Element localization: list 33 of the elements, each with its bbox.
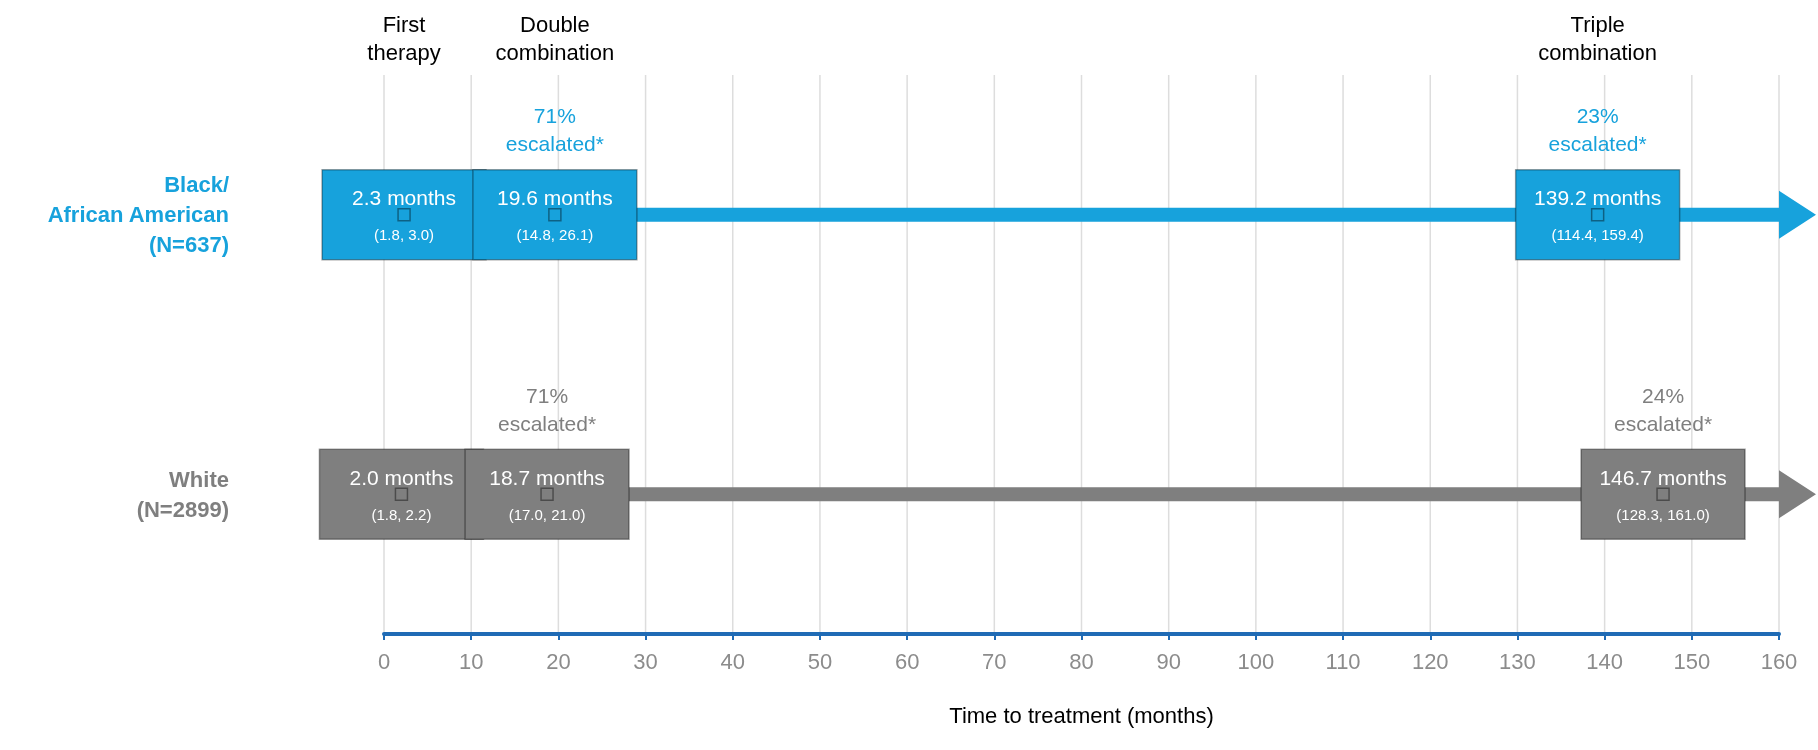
x-tick-label: 160	[1760, 648, 1798, 674]
x-tick-label: 30	[633, 648, 658, 674]
data-label: 139.2 months (114.4, 159.4)	[1534, 186, 1662, 244]
data-label: 2.3 months (1.8, 3.0)	[352, 186, 457, 244]
x-tick-label: 40	[720, 648, 745, 674]
x-tick-label: 100	[1237, 648, 1275, 674]
x-tick-label: 130	[1499, 648, 1536, 674]
x-tick-label: 50	[807, 648, 833, 674]
x-tick-label: 70	[982, 648, 1007, 674]
x-tick-label: 20	[546, 648, 571, 674]
x-tick-label: 120	[1411, 648, 1449, 674]
data-label: 19.6 months (14.8, 26.1)	[497, 186, 613, 244]
x-tick-label: 80	[1069, 648, 1094, 674]
x-tick-label: 60	[894, 648, 920, 674]
y-tick-label: Black/ African American (N=637)	[47, 172, 229, 258]
text: Double combination	[495, 11, 615, 65]
annotation: 23% escalated*	[1548, 104, 1647, 156]
annotation: 24% escalated*	[1614, 383, 1713, 435]
data-label: 146.7 months (128.3, 161.0)	[1599, 465, 1727, 523]
annotation: 71% escalated*	[505, 104, 604, 156]
y-tick-label: White (N=2899)	[136, 466, 229, 522]
annotation: 71% escalated*	[498, 383, 597, 435]
x-tick-label: 10	[458, 648, 484, 674]
text: First therapy	[367, 11, 441, 65]
data-label: 18.7 months (17.0, 21.0)	[489, 465, 605, 523]
x-tick-label: 110	[1325, 648, 1361, 674]
x-tick-label: 90	[1156, 648, 1181, 674]
data-label: 2.0 months (1.8, 2.2)	[349, 465, 454, 523]
text: Triple combination	[1538, 11, 1657, 65]
x-tick-label: 140	[1586, 648, 1623, 674]
x-axis-title: Time to treatment (months)	[949, 702, 1214, 728]
x-tick-label: 0	[377, 648, 391, 674]
x-tick-label: 150	[1673, 648, 1711, 674]
